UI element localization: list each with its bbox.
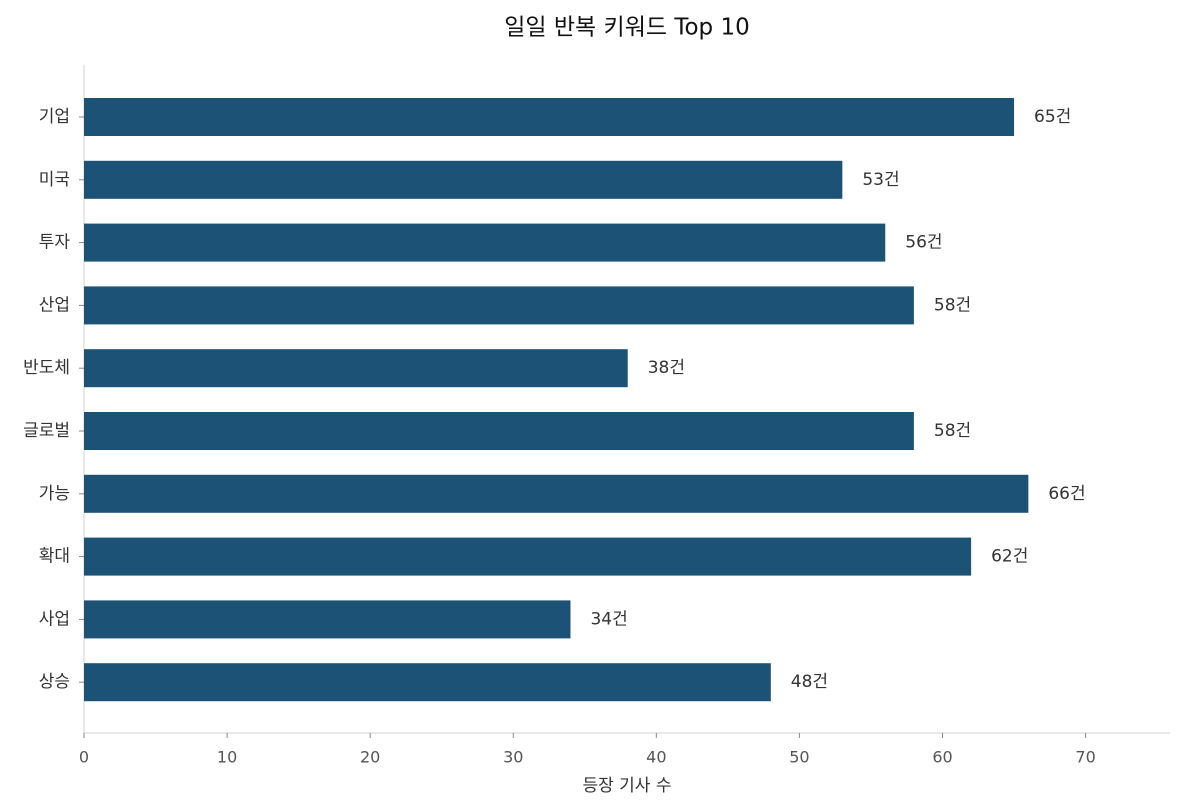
bar [84, 474, 1029, 513]
x-tick-label: 50 [789, 748, 809, 767]
bar [84, 600, 571, 639]
bar [84, 537, 972, 576]
x-tick-label: 40 [646, 748, 666, 767]
value-label: 48건 [791, 672, 828, 692]
bar [84, 98, 1015, 136]
bar [84, 223, 886, 262]
bar [84, 286, 914, 325]
bar [84, 412, 914, 450]
bar [84, 349, 628, 388]
chart-title: 일일 반복 키워드 Top 10 [504, 15, 749, 41]
value-label: 65건 [1034, 107, 1071, 127]
value-label: 56건 [905, 233, 942, 253]
value-label: 58건 [934, 295, 971, 315]
value-label: 38건 [648, 358, 685, 378]
y-tick-label: 반도체 [23, 358, 70, 378]
x-tick-label: 30 [503, 748, 523, 767]
y-tick-label: 미국 [39, 170, 70, 190]
y-tick-label: 글로벌 [23, 421, 70, 441]
x-tick-label: 20 [360, 748, 380, 767]
y-tick-label: 투자 [39, 233, 71, 253]
y-tick-label: 기업 [39, 107, 70, 127]
bar [84, 663, 771, 702]
x-axis-label: 등장 기사 수 [582, 776, 671, 796]
value-label: 53건 [862, 170, 899, 190]
y-tick-label: 산업 [39, 295, 70, 315]
x-tick-label: 0 [79, 748, 89, 767]
y-tick-label: 확대 [39, 547, 70, 567]
x-tick-label: 10 [217, 748, 237, 767]
value-label: 34건 [590, 609, 627, 629]
y-tick-label: 상승 [39, 672, 70, 692]
value-label: 58건 [934, 421, 971, 441]
value-label: 66건 [1048, 484, 1085, 504]
bar [84, 160, 843, 199]
x-tick-label: 70 [1075, 748, 1095, 767]
x-tick-label: 60 [932, 748, 952, 767]
y-tick-label: 가능 [39, 484, 70, 504]
y-tick-label: 사업 [39, 609, 70, 629]
value-label: 62건 [991, 547, 1028, 567]
